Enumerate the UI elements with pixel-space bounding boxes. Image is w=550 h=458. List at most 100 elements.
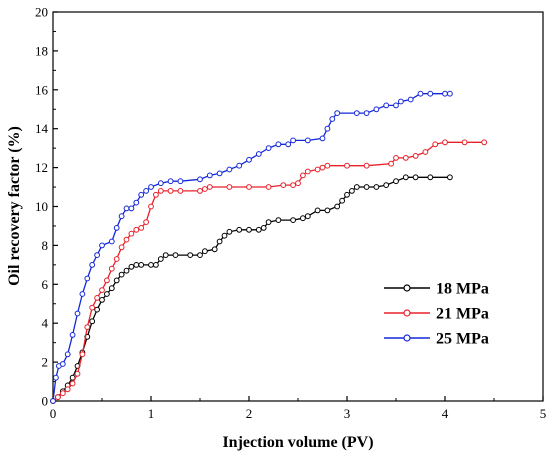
data-point xyxy=(265,184,272,190)
legend: 18 MPa 21 MPa 25 MPa xyxy=(384,281,489,348)
y-axis-title: Oil recovery factor (%) xyxy=(6,126,23,286)
legend-marker xyxy=(403,284,411,292)
data-point xyxy=(255,151,262,157)
data-point xyxy=(197,252,203,259)
data-point xyxy=(402,155,409,161)
data-point xyxy=(393,178,399,185)
data-point xyxy=(59,390,66,397)
data-point xyxy=(50,398,56,404)
data-point xyxy=(133,226,140,233)
data-point xyxy=(353,184,360,190)
series-21-mpa xyxy=(50,139,488,404)
data-point xyxy=(339,197,346,204)
legend-label: 21 MPa xyxy=(436,306,489,323)
data-point xyxy=(334,110,341,116)
data-point xyxy=(393,155,399,161)
data-point xyxy=(300,215,306,222)
data-point xyxy=(412,174,419,181)
data-point xyxy=(202,248,208,255)
data-point xyxy=(113,225,120,231)
data-point xyxy=(461,139,468,146)
data-point xyxy=(226,166,233,173)
x-tick-label: 2 xyxy=(246,406,253,421)
legend-label: 25 MPa xyxy=(436,331,489,348)
data-point xyxy=(177,178,184,185)
data-point xyxy=(148,262,154,268)
data-point xyxy=(64,351,71,358)
y-tick-label: 8 xyxy=(42,238,49,253)
data-point xyxy=(69,332,76,338)
data-point xyxy=(407,96,414,103)
data-point xyxy=(84,275,91,282)
data-point xyxy=(53,374,59,381)
data-point xyxy=(319,164,326,171)
data-point xyxy=(353,110,360,116)
data-point xyxy=(211,246,218,253)
data-point xyxy=(412,153,419,159)
data-point xyxy=(202,186,208,192)
y-tick-label: 10 xyxy=(35,199,48,214)
data-point xyxy=(427,174,434,181)
x-axis-title: Injection volume (PV) xyxy=(222,434,373,451)
data-point xyxy=(324,162,331,169)
data-point xyxy=(427,90,434,97)
y-tick-label: 14 xyxy=(35,121,49,136)
data-point xyxy=(123,205,130,212)
data-point xyxy=(334,203,341,210)
data-point xyxy=(221,232,228,239)
data-point xyxy=(393,102,399,109)
data-point xyxy=(265,219,272,226)
data-point xyxy=(118,271,125,278)
data-point xyxy=(246,226,252,233)
x-tick-label: 5 xyxy=(540,406,547,421)
data-point xyxy=(290,182,297,189)
data-point xyxy=(290,217,297,224)
data-point xyxy=(143,219,150,226)
data-point xyxy=(113,277,120,284)
data-point xyxy=(432,141,439,148)
data-point xyxy=(363,184,370,190)
data-point xyxy=(74,310,81,317)
data-point xyxy=(314,166,321,173)
data-point xyxy=(226,184,233,190)
data-point xyxy=(290,137,297,144)
data-point xyxy=(363,110,370,116)
data-point xyxy=(402,174,409,181)
data-point xyxy=(275,141,282,148)
data-point xyxy=(300,172,306,179)
data-point xyxy=(133,262,140,268)
series-18-mpa xyxy=(50,174,453,404)
data-point xyxy=(133,199,140,206)
data-point xyxy=(417,90,424,97)
data-point xyxy=(197,188,203,194)
data-point xyxy=(99,242,105,249)
data-point xyxy=(373,106,380,113)
data-point xyxy=(162,252,169,259)
data-point xyxy=(216,170,223,177)
data-point xyxy=(363,162,370,169)
data-point xyxy=(153,262,159,268)
data-point xyxy=(148,184,154,190)
data-point xyxy=(138,262,145,268)
data-point xyxy=(138,191,145,198)
data-point xyxy=(324,207,331,214)
data-point xyxy=(94,295,100,301)
y-tick-label: 6 xyxy=(42,277,49,292)
data-point xyxy=(79,351,86,358)
data-point xyxy=(153,191,159,198)
data-point xyxy=(388,160,395,167)
data-point xyxy=(442,139,448,146)
data-point xyxy=(104,277,110,284)
data-point xyxy=(118,244,125,251)
data-point xyxy=(398,98,404,105)
data-point xyxy=(344,191,350,198)
data-point xyxy=(172,252,179,259)
data-point xyxy=(246,184,252,190)
data-point xyxy=(206,172,213,179)
legend-entry: 18 MPa xyxy=(384,281,489,298)
data-point xyxy=(69,380,76,387)
series-layer xyxy=(50,90,488,404)
legend-marker xyxy=(403,334,411,342)
data-point xyxy=(280,182,287,189)
